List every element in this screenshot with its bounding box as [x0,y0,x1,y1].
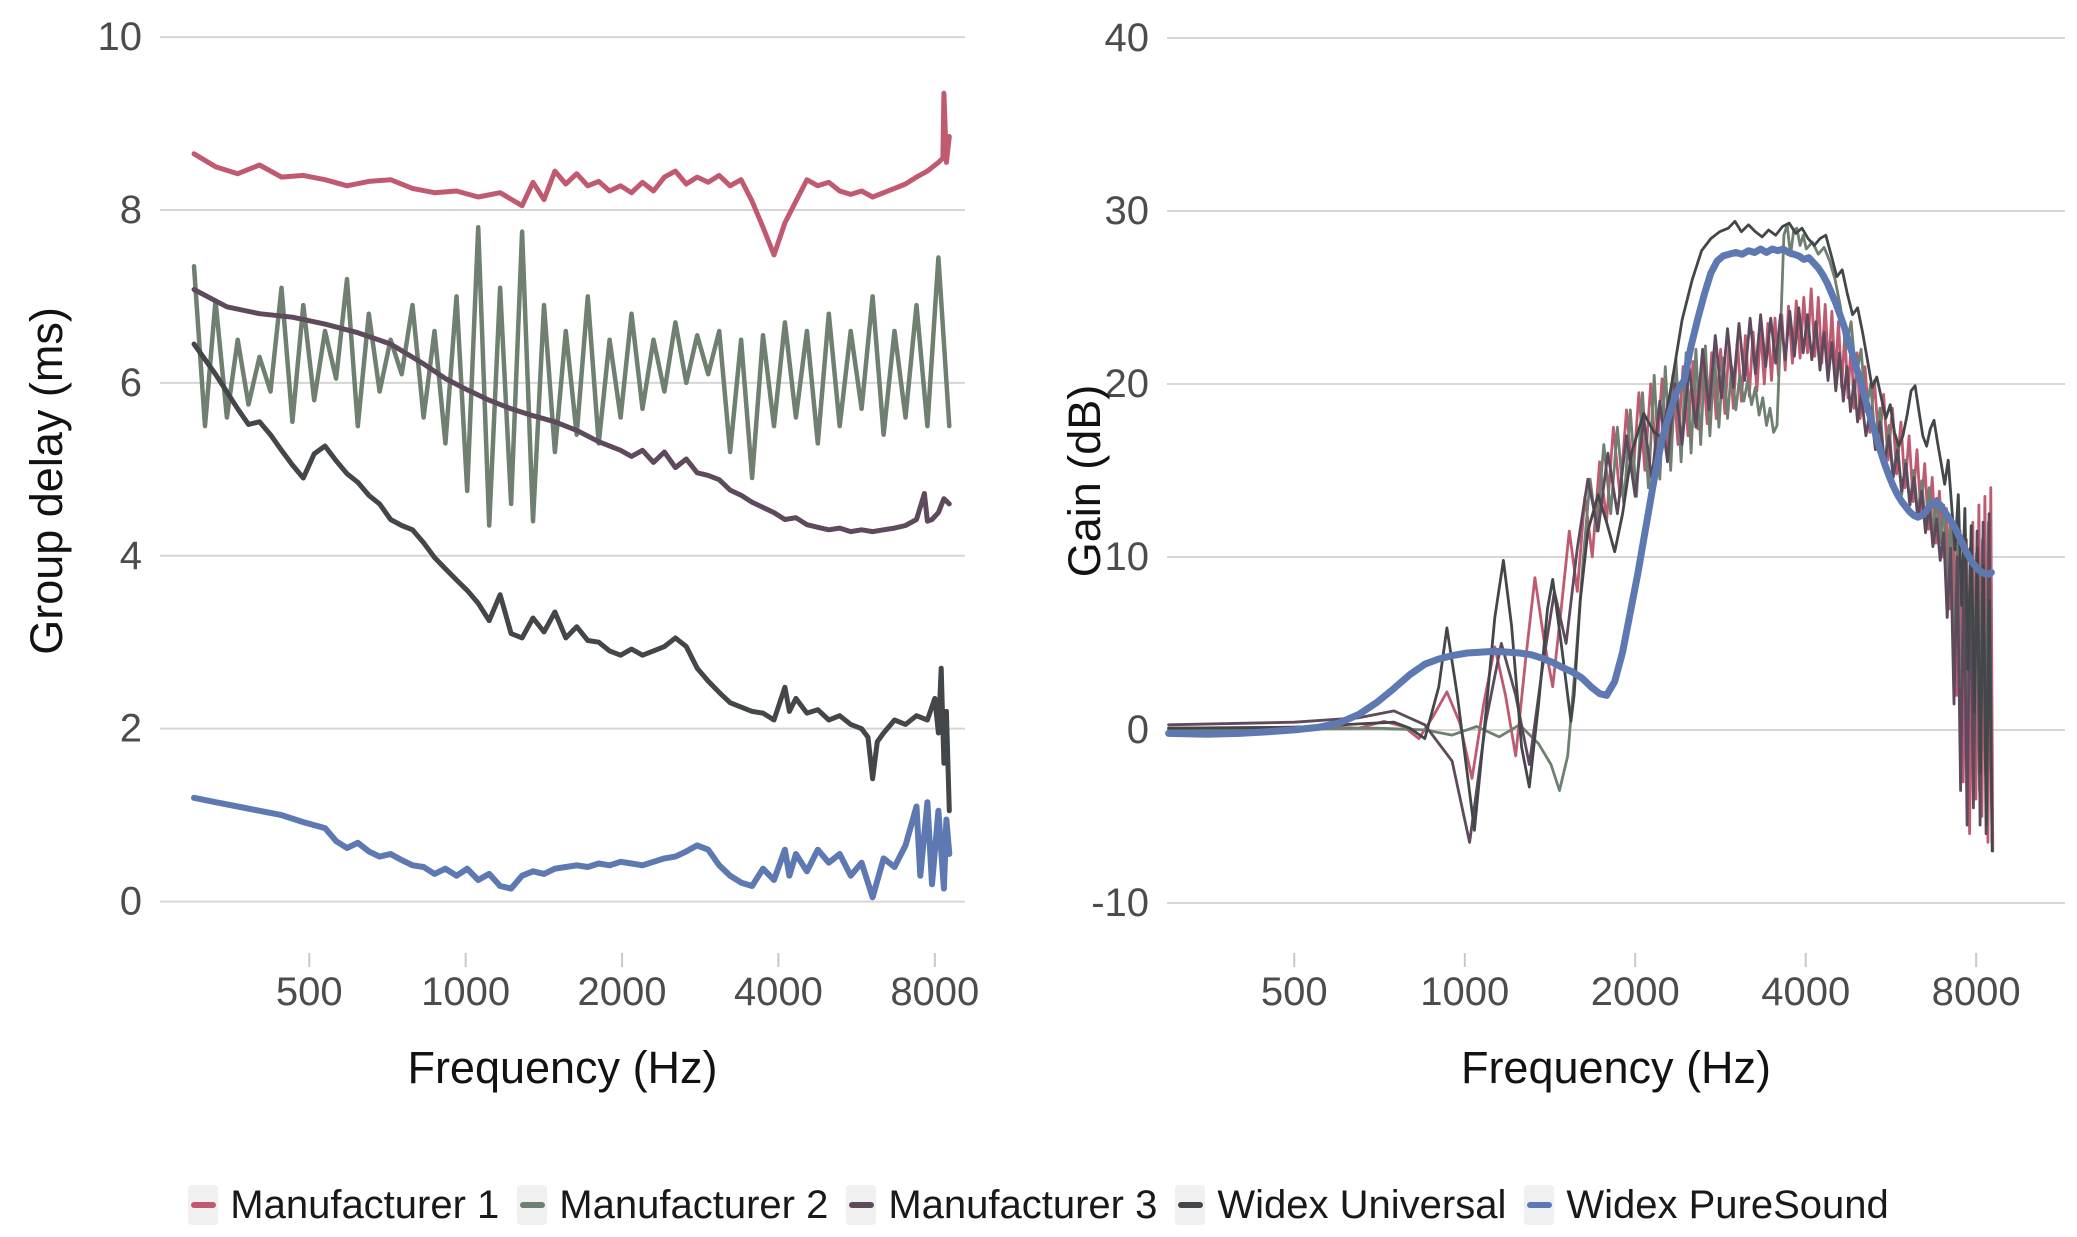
x-tick-label: 4000 [734,970,823,1014]
legend-key-swatch [1175,1185,1206,1225]
x-axis-title: Frequency (Hz) [407,1042,717,1093]
y-tick-label: 0 [120,880,142,924]
series-line-widex-universal [1167,219,1994,853]
legend-item-label: Manufacturer 3 [888,1182,1158,1227]
x-tick-label: 2000 [578,970,667,1014]
y-tick-label: 10 [1105,535,1150,579]
series-line-manufacturer-3 [1167,306,1994,844]
series-line-widex-universal [191,341,952,814]
x-tick-label: 500 [276,970,343,1014]
group-delay-chart: 0 2 4 6 8 10 500 1000 2000 4000 8000 Frequency (Hz)… [21,15,979,1093]
legend-dash-icon [1526,1202,1552,1208]
y-axis-title: Group delay (ms) [21,307,72,655]
y-tick-label: 0 [1127,708,1149,752]
legend-item-widex-puresound: Widex PureSound [1524,1182,1889,1228]
legend-key-swatch [846,1185,877,1225]
y-tick-label: 40 [1105,16,1150,60]
y-tick-label: 8 [120,188,142,232]
legend-dash-icon [519,1202,545,1208]
legend-dash-icon [190,1202,216,1208]
series-line-manufacturer-1 [191,90,952,258]
legend-key-swatch [517,1185,548,1225]
series-line-manufacturer-3 [191,287,952,535]
y-tick-label: 2 [120,707,142,751]
x-tick-label: 1000 [1420,970,1509,1014]
x-tick-label: 2000 [1591,970,1680,1014]
legend-item-label: Widex Universal [1217,1182,1507,1227]
legend-dash-icon [1177,1202,1203,1208]
chart-legend: Manufacturer 1 Manufacturer 2 Manufacturer… [0,1173,2077,1237]
legend-key-swatch [1524,1185,1555,1225]
x-tick-label: 1000 [421,970,510,1014]
legend-item-manufacturer-1: Manufacturer 1 [188,1183,499,1228]
gain-chart: -10 0 10 20 30 40 500 1000 2000 4000 8000 Frequency… [1059,16,2065,1093]
x-axis-title: Frequency (Hz) [1461,1042,1771,1093]
series-line-manufacturer-2 [191,225,952,528]
y-axis-title: Gain (dB) [1059,385,1110,578]
legend-item-label: Manufacturer 2 [559,1182,829,1227]
y-tick-label: 4 [120,534,142,578]
page: { "legend": { "items": [ {"label": "Manu… [21,15,2065,1227]
legend-item-label: Manufacturer 1 [230,1182,500,1227]
y-tick-label: 20 [1105,362,1150,406]
legend-item-manufacturer-2: Manufacturer 2 [517,1183,828,1228]
series-line-widex-puresound [191,794,953,901]
x-tick-label: 500 [1261,970,1328,1014]
y-tick-label: 10 [98,15,143,59]
series-line-manufacturer-2 [1167,223,1993,792]
x-tick-label: 8000 [890,970,979,1014]
legend-item-manufacturer-3: Manufacturer 3 [846,1183,1157,1228]
legend-item-label: Widex PureSound [1566,1182,1889,1227]
y-tick-label: 30 [1105,189,1150,233]
legend-key-swatch [188,1185,219,1225]
y-tick-label: 6 [120,361,142,405]
y-tick-label: -10 [1091,881,1149,925]
legend-item-widex-universal: Widex Universal [1175,1183,1506,1228]
x-tick-label: 4000 [1761,970,1850,1014]
x-tick-label: 8000 [1932,970,2021,1014]
series-line-widex-puresound [1165,245,1995,738]
legend-dash-icon [848,1202,874,1208]
dual-line-chart-canvas: 0 2 4 6 8 10 500 1000 2000 4000 8000 Frequency (Hz)… [21,15,2065,1093]
